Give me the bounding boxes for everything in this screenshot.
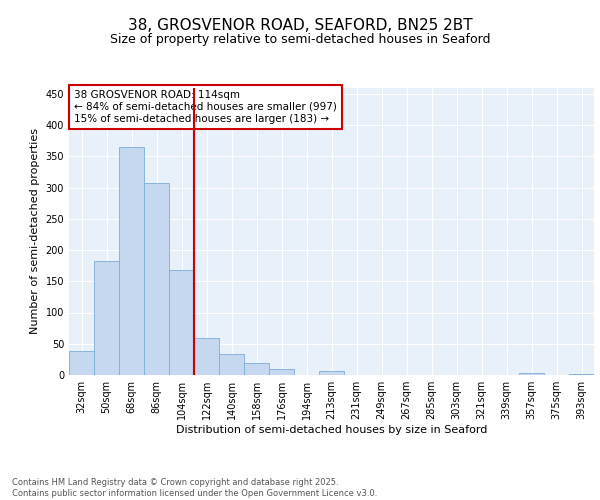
Bar [244, 362, 269, 375]
Text: Size of property relative to semi-detached houses in Seaford: Size of property relative to semi-detach… [110, 32, 490, 46]
X-axis label: Distribution of semi-detached houses by size in Seaford: Distribution of semi-detached houses by … [176, 425, 487, 435]
Text: 38 GROSVENOR ROAD: 114sqm
← 84% of semi-detached houses are smaller (997)
15% of: 38 GROSVENOR ROAD: 114sqm ← 84% of semi-… [74, 90, 337, 124]
Bar [319, 370, 344, 375]
Bar [219, 354, 244, 375]
Bar [169, 270, 194, 375]
Bar [144, 183, 169, 375]
Bar [94, 260, 119, 375]
Bar [119, 147, 144, 375]
Bar [194, 338, 219, 375]
Text: 38, GROSVENOR ROAD, SEAFORD, BN25 2BT: 38, GROSVENOR ROAD, SEAFORD, BN25 2BT [128, 18, 472, 32]
Bar [269, 370, 294, 375]
Bar [569, 374, 594, 375]
Bar [519, 373, 544, 375]
Text: Contains HM Land Registry data © Crown copyright and database right 2025.
Contai: Contains HM Land Registry data © Crown c… [12, 478, 377, 498]
Y-axis label: Number of semi-detached properties: Number of semi-detached properties [30, 128, 40, 334]
Bar [69, 351, 94, 375]
